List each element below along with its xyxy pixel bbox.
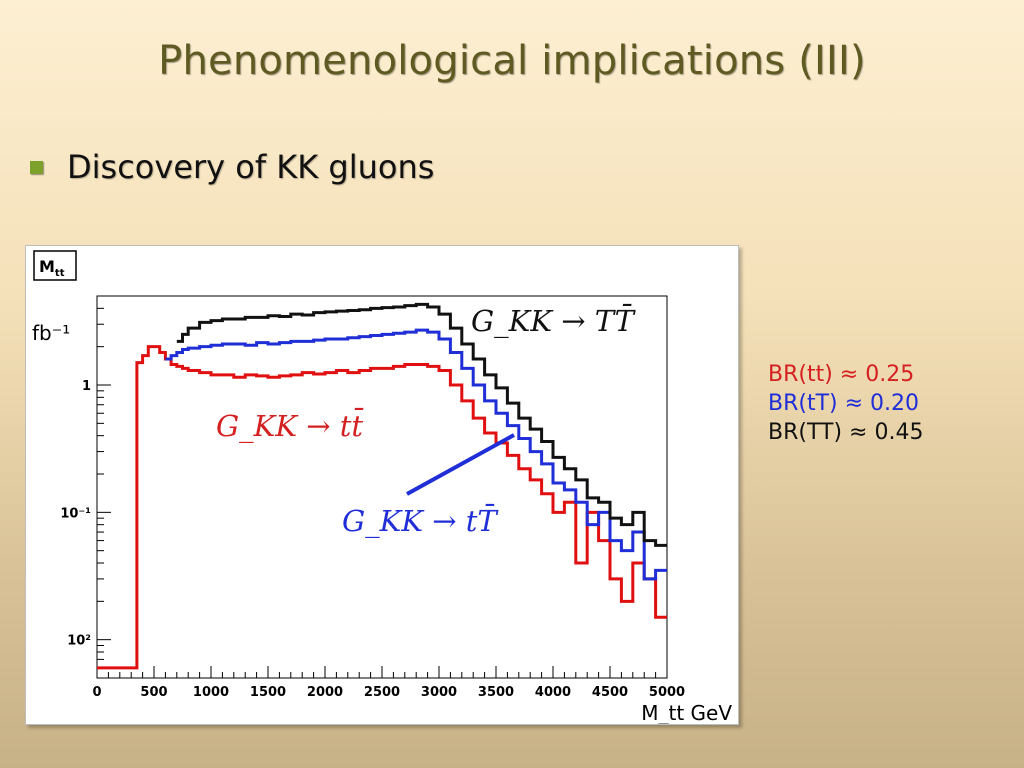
bullet-text: Discovery of KK gluons: [67, 148, 435, 186]
x-tick-label: 3500: [478, 685, 514, 700]
series-line-1: [165, 328, 667, 581]
x-tick-label: 2000: [307, 685, 343, 700]
annotation-arrow: [406, 433, 515, 496]
histogram-plot: Mtt 0 500 1000 1500 2000 2500 3000 3500 4000 4500…: [32, 250, 732, 725]
histogram-name-subscript: tt: [55, 268, 65, 279]
annotation-label-1: G_KK → tt̄: [216, 407, 364, 444]
slide-title: Phenomenological implications (III): [158, 38, 866, 84]
series-line-0: [97, 345, 667, 670]
y-tick-label: 1: [82, 379, 91, 394]
y-tick-label: 10⁻¹: [60, 506, 91, 521]
branching-ratio-tt: BR(tt) ≈ 0.25: [768, 362, 915, 387]
y-axis-label: fb⁻¹: [32, 321, 70, 345]
branching-ratio-TT: BR(TT) ≈ 0.45: [768, 420, 924, 445]
branching-ratio-tT: BR(tT) ≈ 0.20: [768, 391, 920, 416]
x-tick-label: 5000: [649, 685, 685, 700]
x-tick-label: 1000: [193, 685, 229, 700]
branching-ratio-list: BR(tt) ≈ 0.25 BR(tT) ≈ 0.20 BR(TT) ≈ 0.4…: [768, 360, 923, 447]
x-tick-label: 2500: [364, 685, 400, 700]
bullet-square-icon: [30, 160, 43, 174]
x-axis-label: M_tt GeV: [641, 701, 732, 724]
histogram-canvas: Mtt 0 500 1000 1500 2000 2500 3000 3500 4000 4500…: [25, 245, 739, 725]
annotation-label-0: G_KK → TT̄: [471, 303, 637, 339]
histogram-name-box: Mtt: [33, 250, 77, 281]
bullet-item: Discovery of KK gluons: [30, 148, 434, 186]
x-tick-label: 3000: [421, 685, 457, 700]
x-tick-label: 500: [140, 685, 167, 700]
x-tick-label: 1500: [250, 685, 286, 700]
x-tick-label: 0: [92, 685, 101, 700]
y-tick-label: 10²: [67, 634, 91, 649]
x-tick-label: 4500: [592, 685, 628, 700]
annotation-label-2: G_KK → tT̄: [342, 503, 499, 539]
x-tick-label: 4000: [535, 685, 571, 700]
histogram-name-border: [33, 250, 77, 281]
series-line-2: [176, 302, 667, 547]
